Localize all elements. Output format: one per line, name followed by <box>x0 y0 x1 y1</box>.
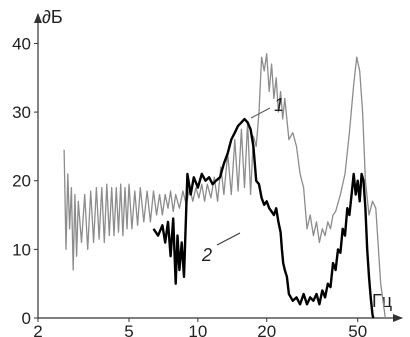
y-tick-label: 20 <box>12 172 31 191</box>
x-tick-label: 20 <box>257 322 276 337</box>
axes <box>34 13 403 322</box>
x-tick-label: 2 <box>33 322 42 337</box>
curve-1-leader-line <box>250 107 271 119</box>
curve-2-label: 2 <box>201 245 212 265</box>
y-ticks: 0 10 20 30 40 <box>12 34 38 328</box>
x-tick-label: 50 <box>348 322 367 337</box>
y-tick-label: 30 <box>12 103 31 122</box>
curve-2-leader-line <box>216 232 241 246</box>
y-axis-title: ∂Б <box>42 7 63 27</box>
series-line-2 <box>152 117 375 319</box>
curve-1-label: 1 <box>274 95 284 115</box>
x-tick-label: 5 <box>124 322 133 337</box>
series-line-1 <box>63 53 386 319</box>
series-layer <box>63 53 386 319</box>
annotations: 1 2 <box>201 95 284 265</box>
y-tick-label: 40 <box>12 34 31 53</box>
x-axis-title: Гц <box>372 291 392 311</box>
y-tick-label: 10 <box>12 240 31 259</box>
y-tick-label: 0 <box>22 309 31 328</box>
x-ticks: 2 5 10 20 50 <box>33 318 367 337</box>
x-tick-label: 10 <box>188 322 207 337</box>
